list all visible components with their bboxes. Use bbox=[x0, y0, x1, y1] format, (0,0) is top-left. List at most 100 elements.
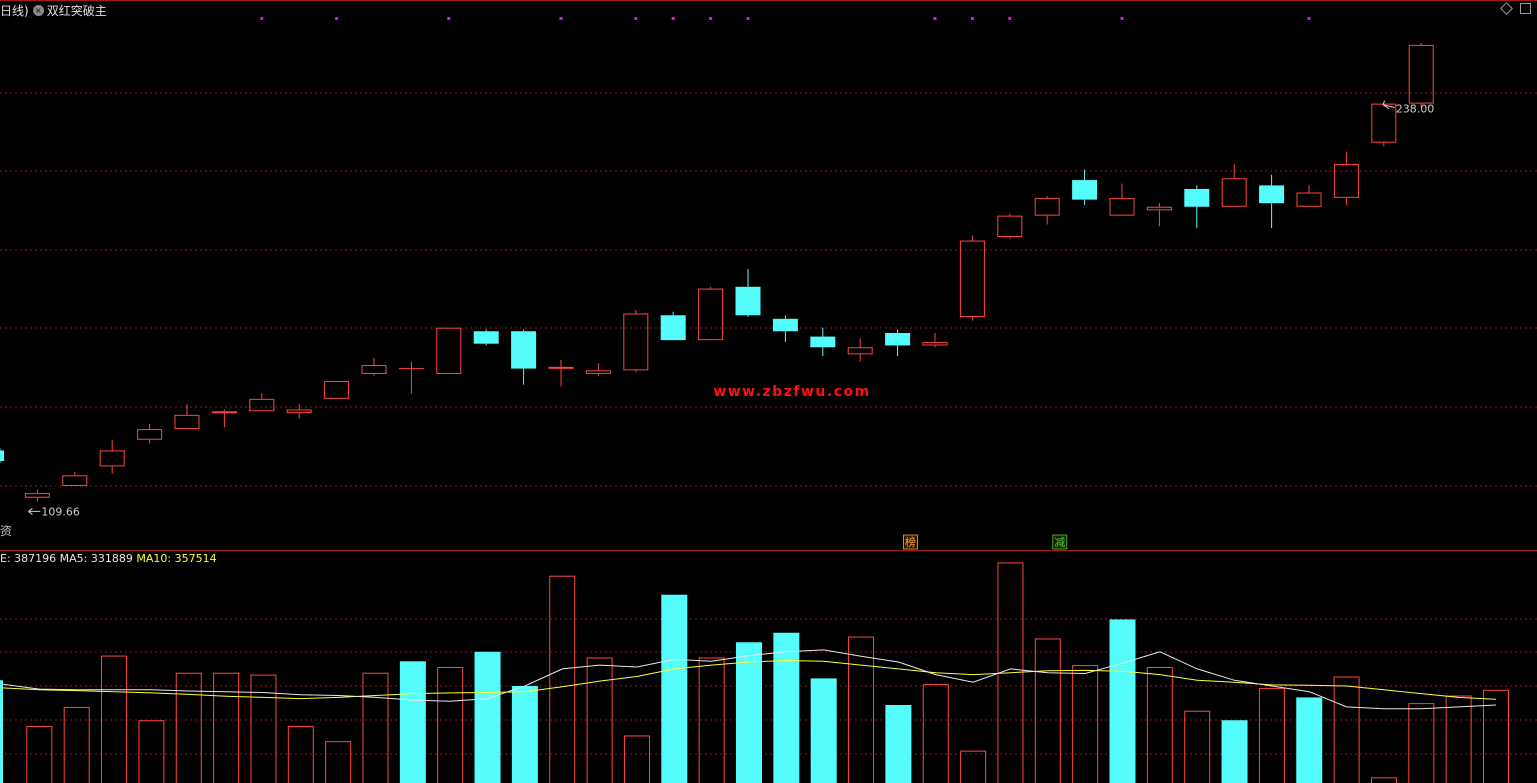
candle[interactable] bbox=[62, 471, 88, 486]
candle[interactable] bbox=[922, 333, 948, 348]
candle-body bbox=[735, 286, 761, 316]
candle-body bbox=[0, 450, 4, 462]
candle-body bbox=[1034, 197, 1060, 216]
candle-body bbox=[660, 315, 686, 341]
candle-body bbox=[810, 336, 836, 348]
volume-bar bbox=[26, 725, 53, 783]
badge-label: 减 bbox=[1054, 536, 1065, 549]
candle[interactable] bbox=[361, 357, 387, 376]
candle[interactable] bbox=[137, 423, 163, 444]
indicator-name: 双红突破主 bbox=[46, 3, 107, 18]
signal-dot bbox=[933, 17, 937, 20]
volume-bar bbox=[549, 575, 576, 783]
candle[interactable] bbox=[286, 404, 312, 419]
candle[interactable] bbox=[99, 439, 125, 474]
candle[interactable] bbox=[1371, 103, 1397, 147]
candle-body bbox=[473, 331, 499, 344]
candle[interactable] bbox=[847, 338, 873, 362]
volume-bars[interactable] bbox=[0, 562, 1509, 783]
candle-body bbox=[174, 414, 200, 430]
candle-body bbox=[249, 398, 275, 412]
candle-body bbox=[1221, 178, 1247, 207]
volume-bar bbox=[810, 678, 837, 783]
volume-bar bbox=[63, 706, 90, 783]
candle[interactable] bbox=[1146, 203, 1172, 227]
candle-body bbox=[1072, 180, 1098, 200]
candle[interactable] bbox=[1034, 196, 1060, 225]
candle-body bbox=[922, 341, 948, 346]
candle[interactable] bbox=[548, 359, 574, 387]
watermark-text: www.zbzfwu.com bbox=[713, 384, 870, 400]
volume-bar bbox=[1184, 710, 1211, 783]
candle[interactable] bbox=[735, 269, 761, 318]
candle[interactable] bbox=[211, 409, 237, 428]
candle[interactable] bbox=[623, 309, 649, 373]
candle-body bbox=[137, 429, 163, 440]
volume-bar bbox=[623, 735, 650, 783]
candle[interactable] bbox=[885, 329, 911, 357]
volume-bar bbox=[325, 741, 352, 783]
badge-box bbox=[903, 534, 918, 550]
candle[interactable] bbox=[1109, 183, 1135, 216]
candle-body bbox=[436, 327, 462, 374]
candle[interactable] bbox=[1221, 164, 1247, 207]
maximize-icon[interactable] bbox=[1520, 3, 1531, 14]
signal-dot bbox=[634, 17, 638, 20]
candle-body bbox=[1371, 103, 1397, 143]
x-circle-icon[interactable]: × bbox=[32, 4, 44, 16]
candle-body bbox=[324, 381, 350, 399]
volume-bar bbox=[1483, 689, 1509, 783]
candle[interactable] bbox=[772, 315, 798, 342]
diamond-icon[interactable] bbox=[1500, 2, 1513, 15]
candlesticks[interactable] bbox=[0, 43, 1434, 502]
ma10-line bbox=[1, 659, 1497, 700]
chart-header: 日线) × 双红突破主 bbox=[0, 1, 107, 19]
candle[interactable] bbox=[660, 311, 686, 341]
candle[interactable] bbox=[473, 329, 499, 346]
candle[interactable] bbox=[1184, 185, 1210, 229]
candle-body bbox=[99, 450, 125, 467]
candle[interactable] bbox=[959, 235, 985, 321]
candle[interactable] bbox=[1072, 169, 1098, 205]
volume-bar bbox=[1146, 666, 1173, 783]
candle-body bbox=[286, 409, 312, 414]
ma5-line bbox=[1, 649, 1497, 710]
candle-body bbox=[997, 215, 1023, 237]
candle[interactable] bbox=[174, 404, 200, 430]
candle[interactable] bbox=[511, 329, 537, 385]
candle[interactable] bbox=[810, 327, 836, 357]
volume-bar bbox=[474, 651, 501, 783]
volume-bar bbox=[698, 657, 725, 783]
candle[interactable] bbox=[324, 381, 350, 399]
candle[interactable] bbox=[249, 393, 275, 412]
candle[interactable] bbox=[436, 327, 462, 374]
candle-body bbox=[885, 333, 911, 346]
ma5-value: MA5: 331889 bbox=[59, 552, 133, 565]
candle[interactable] bbox=[1408, 43, 1434, 108]
volume-bar bbox=[437, 666, 464, 783]
candle[interactable] bbox=[585, 363, 611, 376]
volume-bar bbox=[101, 655, 128, 783]
candle[interactable] bbox=[24, 489, 50, 502]
volume-bar bbox=[287, 725, 314, 783]
ma10-value: MA10: 357514 bbox=[136, 552, 217, 565]
candle[interactable] bbox=[0, 448, 4, 463]
candle[interactable] bbox=[997, 213, 1023, 239]
volume-bar bbox=[511, 686, 538, 783]
candle[interactable] bbox=[398, 361, 424, 394]
candle[interactable] bbox=[1333, 151, 1359, 205]
candle[interactable] bbox=[698, 286, 724, 341]
candle-body bbox=[847, 347, 873, 355]
badge-label: 榜 bbox=[905, 535, 916, 549]
volume-legend: E: 387196 MA5: 331889 MA10: 357514 bbox=[0, 552, 217, 565]
volume-bar bbox=[661, 594, 688, 783]
grid-lines bbox=[0, 0, 1537, 755]
candle[interactable] bbox=[1259, 174, 1285, 229]
volume-bar bbox=[1109, 619, 1136, 783]
badge-box bbox=[1052, 534, 1068, 550]
panel-controls bbox=[1500, 2, 1531, 15]
volume-bar bbox=[1221, 720, 1248, 783]
volume-bar bbox=[586, 657, 613, 783]
candle[interactable] bbox=[1296, 185, 1322, 207]
